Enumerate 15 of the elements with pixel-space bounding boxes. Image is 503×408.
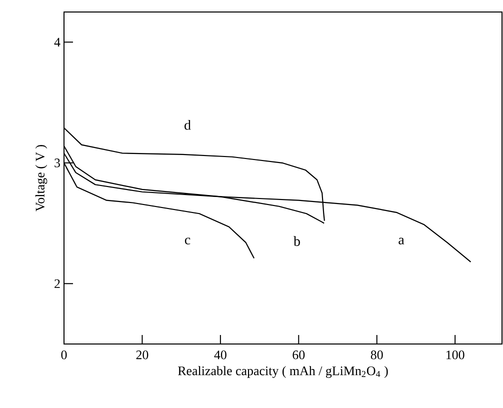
x-axis-title: Realizable capacity ( mAh / gLiMn$_{2}$O$_{4}$ ): [178, 366, 388, 378]
y-tick-label: 2: [54, 279, 60, 288]
x-tick-label: 20: [136, 350, 148, 360]
y-tick-label: 3: [54, 158, 60, 168]
y-axis-title: Voltage ( V ): [35, 145, 48, 212]
series-label: b: [294, 236, 300, 246]
y-tick-label: 4: [54, 38, 60, 46]
x-tick-label: 40: [214, 350, 226, 360]
x-tick-label: 0: [61, 350, 67, 360]
series-label: d: [184, 120, 191, 130]
x-tick-label: 80: [370, 350, 383, 360]
series-label: c: [184, 238, 190, 244]
x-tick-label: 60: [292, 350, 305, 360]
x-tick-label: 100: [446, 350, 464, 360]
series-label: a: [398, 238, 404, 244]
